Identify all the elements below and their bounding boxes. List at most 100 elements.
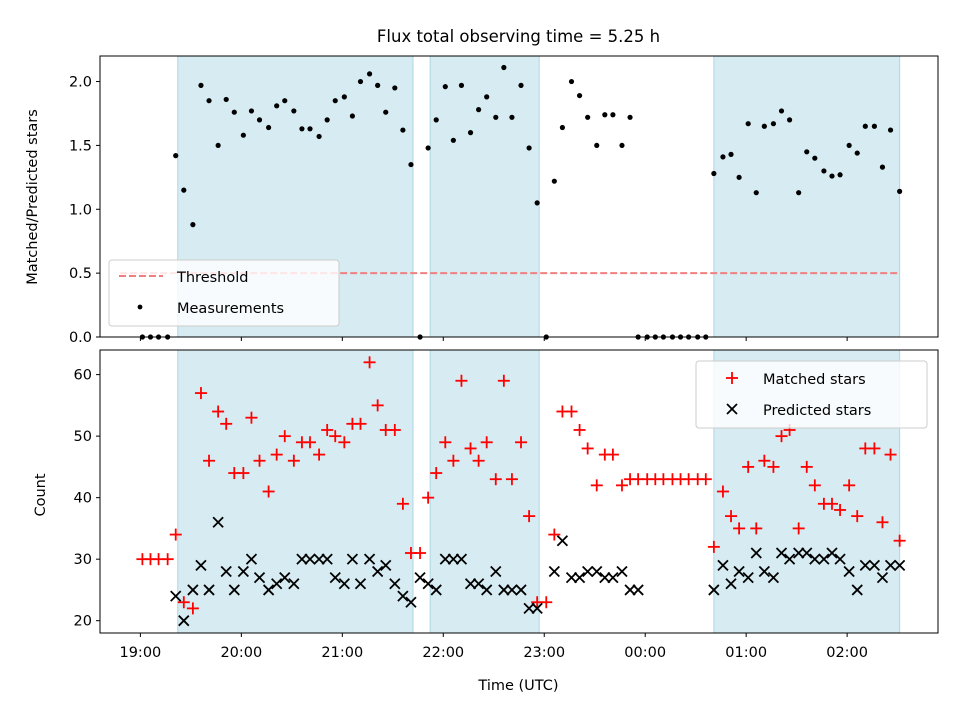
measurement-point <box>711 170 717 177</box>
measurement-point <box>568 78 575 85</box>
matched-star-point <box>808 479 821 492</box>
measurement-point <box>837 172 843 178</box>
matched-star-point <box>245 411 258 424</box>
predicted-star-point <box>187 584 199 596</box>
predicted-star-point <box>591 565 603 578</box>
matched-star-point <box>515 436 528 449</box>
y-tick-label: 2.0 <box>69 75 92 91</box>
matched-star-point <box>707 540 720 553</box>
measurement-point <box>585 114 591 120</box>
x-axis-label: Time (UTC) <box>477 678 558 694</box>
matched-star-point <box>843 479 856 492</box>
predicted-star-point <box>809 553 821 565</box>
observing-window-3 <box>713 55 901 338</box>
predicted-star-point <box>733 565 745 578</box>
predicted-star-point <box>884 559 897 571</box>
matched-star-point <box>716 485 729 498</box>
measurement-point <box>408 161 414 168</box>
y-tick-label: 50 <box>74 429 92 445</box>
legend-predicted-swatch <box>726 403 738 415</box>
predicted-star-point <box>220 565 232 578</box>
predicted-star-point <box>818 553 830 565</box>
matched-star-point <box>321 423 334 436</box>
matched-star-point <box>767 460 780 473</box>
predicted-star-point <box>523 602 535 615</box>
matched-star-point <box>884 448 897 461</box>
matched-star-point <box>169 528 182 541</box>
legend-threshold-label: Threshold <box>176 270 248 286</box>
matched-star-point <box>497 374 510 387</box>
legend-matched-swatch <box>726 372 738 384</box>
matched-star-point <box>388 423 401 436</box>
predicted-star-point <box>262 584 275 596</box>
predicted-star-point <box>203 584 215 596</box>
matched-star-point <box>203 454 216 467</box>
x-tick-label: 20:00 <box>220 645 262 661</box>
matched-star-point <box>775 430 788 443</box>
matched-star-point <box>430 467 443 480</box>
predicted-star-point <box>876 571 889 584</box>
matched-star-point <box>371 399 384 412</box>
predicted-star-point <box>531 602 543 615</box>
predicted-star-point <box>372 565 384 578</box>
predicted-star-point <box>498 584 510 596</box>
predicted-star-point <box>742 571 754 584</box>
matched-star-point <box>480 436 493 449</box>
predicted-star-point <box>414 571 426 584</box>
legend-measurements-swatch <box>137 304 143 310</box>
measurement-point <box>551 178 557 184</box>
predicted-star-point <box>556 535 569 547</box>
matched-star-point <box>750 522 763 535</box>
measurement-point <box>821 168 827 174</box>
matched-star-point <box>338 436 351 449</box>
matched-star-point <box>414 547 427 560</box>
predicted-star-point <box>767 571 780 584</box>
matched-star-point <box>186 602 199 615</box>
measurement-point <box>332 98 338 104</box>
measurement-point <box>879 164 886 170</box>
predicted-star-point <box>851 584 863 596</box>
chart-title: Flux total observing time = 5.25 h <box>377 27 660 46</box>
predicted-star-point <box>632 584 644 596</box>
top-y-ticks: 0.0 0.5 1.0 1.5 2.0 <box>69 75 100 346</box>
x-tick-label: 23:00 <box>523 645 565 661</box>
matched-star-point <box>304 436 317 449</box>
measurement-point <box>375 82 381 88</box>
matched-star-point <box>489 473 502 486</box>
measurement-point <box>761 123 767 129</box>
matched-star-point <box>573 423 586 436</box>
matched-star-point <box>354 417 367 430</box>
predicted-star-point <box>195 559 207 571</box>
matched-star-point <box>523 510 536 523</box>
top-legend: Threshold Measurements <box>108 259 340 327</box>
matched-star-point <box>733 522 746 535</box>
matched-star-points <box>136 356 906 615</box>
predicted-star-point <box>506 584 518 596</box>
predicted-star-point <box>624 584 636 596</box>
top-x-ticks <box>139 337 848 341</box>
predicted-star-point <box>793 547 805 559</box>
x-tick-label: 22:00 <box>422 645 464 661</box>
matched-star-point <box>800 460 813 473</box>
measurement-point <box>215 142 221 149</box>
bottom-legend-box <box>695 360 928 429</box>
predicted-star-point <box>338 578 350 590</box>
predicted-star-point <box>346 553 359 565</box>
bottom-axes: 20 30 40 50 60 19:00 20:00 21:00 22:00 23:00 00:0… <box>33 349 939 694</box>
x-tick-label: 19:00 <box>119 645 161 661</box>
matched-star-point <box>725 510 738 523</box>
matched-star-point <box>439 436 452 449</box>
observing-window-2 <box>429 349 540 634</box>
measurement-point <box>509 114 515 120</box>
bottom-x-ticks: 19:00 20:00 21:00 22:00 23:00 00:00 01:00 02:00 <box>119 633 868 661</box>
top-y-axis-label: Matched/Predicted stars <box>25 109 41 285</box>
predicted-star-point <box>430 584 442 596</box>
matched-star-point <box>565 405 578 418</box>
measurement-point <box>291 108 297 114</box>
measurement-point <box>433 117 439 123</box>
measurement-point <box>720 154 726 160</box>
matched-star-point <box>834 503 847 516</box>
predicted-star-point <box>750 547 762 559</box>
measurement-point <box>366 71 373 77</box>
measurement-point <box>871 123 877 129</box>
